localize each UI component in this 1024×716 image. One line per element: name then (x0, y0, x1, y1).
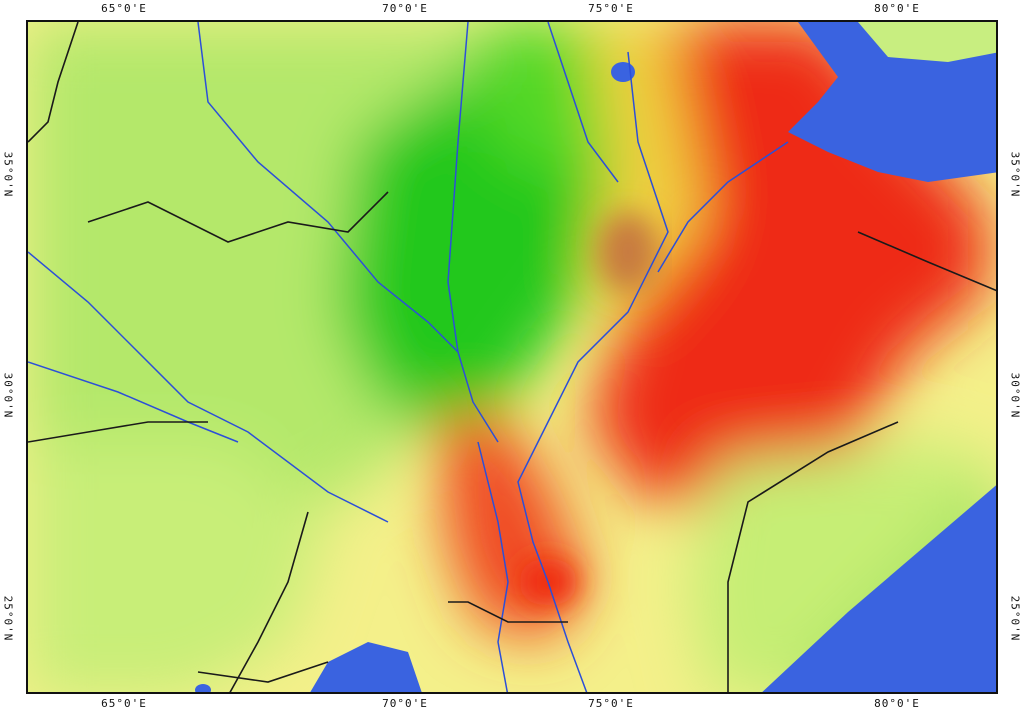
right-latitude-label-1: 35°0'N (1008, 151, 1022, 198)
west-boundary (28, 421, 208, 443)
northeast-sea (788, 22, 996, 182)
high-plateau (598, 212, 658, 292)
east-boundary (857, 231, 996, 292)
northeast-landmass (858, 22, 996, 62)
south-central-boundary (448, 601, 568, 623)
southeast-sea (762, 485, 996, 692)
southeast-plain-zone (688, 442, 996, 692)
tributary-north (447, 22, 499, 443)
left-latitude-label-1: 35°0'N (1, 151, 15, 198)
tributary-south (477, 441, 509, 692)
tributary-northeast (547, 22, 619, 183)
bottom-longitude-label-1: 65°0'E (101, 697, 147, 710)
bottom-longitude-label-2: 70°0'E (382, 697, 428, 710)
right-latitude-label-2: 30°0'N (1008, 372, 1022, 419)
top-longitude-label-1: 65°0'E (101, 2, 147, 15)
top-longitude-label-3: 75°0'E (588, 2, 634, 15)
left-latitude-label-2: 30°0'N (1, 372, 15, 419)
tributary-east (657, 141, 789, 273)
forest-east-zone (478, 22, 628, 182)
top-longitude-label-4: 80°0'E (874, 2, 920, 15)
tributary-southeast (547, 581, 588, 692)
interior-boundary (87, 191, 389, 243)
small-lake-southwest (195, 684, 211, 692)
boundaries (28, 22, 996, 692)
southeast-boundary (727, 421, 899, 692)
northwest-boundary (28, 22, 79, 143)
left-latitude-label-3: 25°0'N (1, 595, 15, 642)
main-river (517, 51, 669, 583)
elevation-map (28, 22, 996, 692)
tributary-west-2 (28, 361, 239, 443)
bottom-longitude-label-3: 75°0'E (588, 697, 634, 710)
tributary-west-1 (28, 251, 389, 523)
rivers (28, 22, 789, 692)
southwest-boundary (197, 661, 329, 683)
bottom-longitude-label-4: 80°0'E (874, 697, 920, 710)
top-longitude-label-2: 70°0'E (382, 2, 428, 15)
seas (195, 22, 996, 692)
southern-gulf (310, 642, 422, 692)
southern-boundary (229, 511, 309, 692)
southwest-zone (28, 442, 328, 692)
tributary-northwest (197, 22, 459, 353)
map-frame[interactable] (26, 20, 998, 694)
right-latitude-label-3: 25°0'N (1008, 595, 1022, 642)
